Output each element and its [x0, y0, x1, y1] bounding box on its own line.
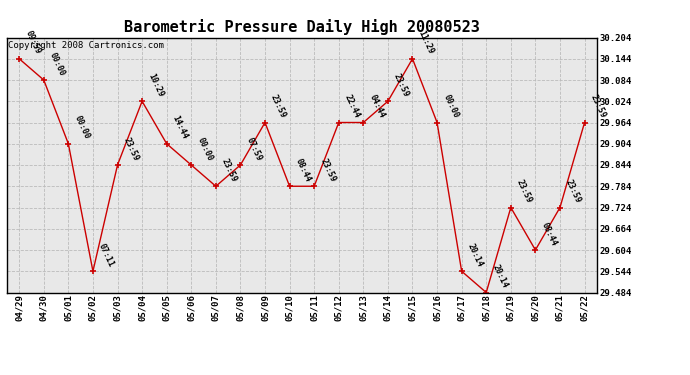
Text: 00:00: 00:00 — [441, 93, 460, 120]
Text: 09:59: 09:59 — [23, 30, 42, 56]
Text: 23:59: 23:59 — [564, 178, 583, 205]
Title: Barometric Pressure Daily High 20080523: Barometric Pressure Daily High 20080523 — [124, 19, 480, 35]
Text: 08:44: 08:44 — [294, 157, 313, 183]
Text: Copyright 2008 Cartronics.com: Copyright 2008 Cartronics.com — [8, 41, 164, 50]
Text: 07:59: 07:59 — [244, 136, 264, 162]
Text: 20:14: 20:14 — [466, 242, 484, 268]
Text: 23:59: 23:59 — [515, 178, 533, 205]
Text: 23:59: 23:59 — [269, 93, 288, 120]
Text: 04:44: 04:44 — [368, 93, 386, 120]
Text: 20:14: 20:14 — [491, 263, 509, 290]
Text: 23:59: 23:59 — [121, 136, 140, 162]
Text: 23:59: 23:59 — [392, 72, 411, 99]
Text: 23:59: 23:59 — [589, 93, 607, 120]
Text: 11:29: 11:29 — [417, 30, 435, 56]
Text: 14:44: 14:44 — [171, 114, 190, 141]
Text: 23:59: 23:59 — [318, 157, 337, 183]
Text: 23:59: 23:59 — [220, 157, 239, 183]
Text: 10:29: 10:29 — [146, 72, 165, 99]
Text: 22:44: 22:44 — [343, 93, 362, 120]
Text: 00:00: 00:00 — [72, 114, 91, 141]
Text: 00:00: 00:00 — [195, 136, 214, 162]
Text: 00:00: 00:00 — [48, 51, 67, 77]
Text: 08:44: 08:44 — [540, 221, 558, 247]
Text: 07:11: 07:11 — [97, 242, 116, 268]
